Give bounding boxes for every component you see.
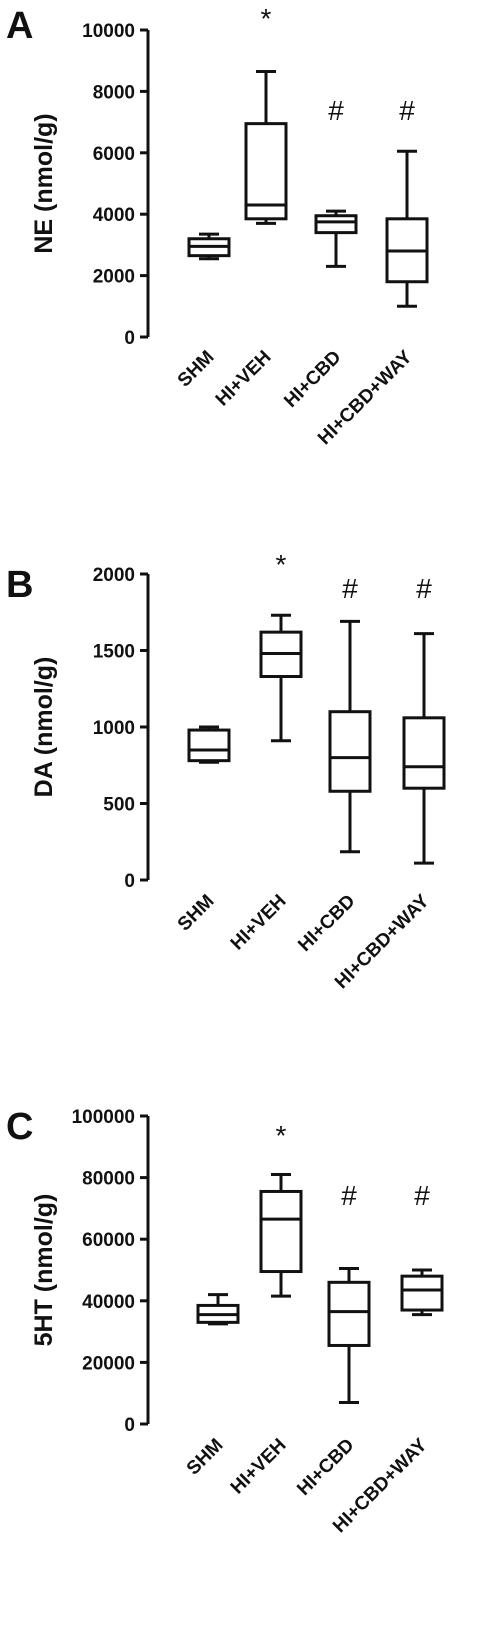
y-tick-label: 0 — [124, 871, 135, 892]
x-category-label: HI+VEH — [212, 347, 276, 411]
y-axis-label: NE (nmol/g) — [30, 113, 58, 253]
box-hi-veh: * — [259, 1120, 303, 1298]
panel-letter: C — [6, 1106, 33, 1148]
box-hi-cbd: # — [327, 1180, 371, 1404]
significance-mark: # — [414, 1180, 430, 1211]
box-shm — [196, 1293, 240, 1326]
panel-letter: B — [6, 564, 33, 606]
x-category-label: HI+CBD — [280, 347, 345, 412]
y-tick-label: 80000 — [82, 1169, 135, 1190]
y-tick-label: 10000 — [82, 21, 135, 42]
box-hi-cbd: # — [314, 95, 358, 268]
box-iqr — [314, 214, 358, 235]
significance-mark: # — [328, 95, 344, 126]
panel-A: A 0 2000 4000 6000 8000 10000 NE (nmol/g) SHM * HI… — [6, 3, 429, 449]
y-tick-label: 6000 — [93, 144, 135, 165]
box-iqr — [327, 1280, 371, 1347]
box-hi-veh: * — [244, 3, 288, 225]
box-shm — [187, 725, 231, 764]
box-hi-veh: * — [259, 549, 303, 743]
y-axis-label: 5HT (nmol/g) — [30, 1194, 58, 1347]
box-iqr — [328, 710, 372, 793]
box-hi-cbd: # — [328, 573, 372, 854]
panel-B: B 0 500 1000 1500 2000 DA (nmol/g) SHM * HI+VEH # H… — [6, 549, 446, 993]
significance-mark: # — [342, 573, 358, 604]
x-category-label: HI+CBD — [293, 1435, 358, 1500]
x-category-label: SHM — [183, 1435, 228, 1480]
box-hi-cbd-way: # — [385, 95, 429, 308]
significance-mark: # — [399, 95, 415, 126]
box-iqr — [187, 728, 231, 763]
significance-mark: # — [341, 1180, 357, 1211]
y-tick-label: 1000 — [93, 718, 135, 739]
y-tick-label: 0 — [124, 328, 135, 349]
box-iqr — [402, 716, 446, 790]
y-tick-label: 60000 — [82, 1230, 135, 1251]
x-category-label: SHM — [174, 891, 219, 936]
y-tick-label: 0 — [124, 1415, 135, 1436]
box-hi-cbd-way: # — [402, 573, 446, 865]
box-iqr — [259, 1189, 303, 1274]
x-category-label: HI+CBD — [294, 891, 359, 956]
box-iqr — [400, 1274, 444, 1312]
box-hi-cbd-way: # — [400, 1180, 444, 1317]
y-tick-label: 1500 — [93, 642, 135, 663]
significance-mark: # — [416, 573, 432, 604]
y-tick-label: 40000 — [82, 1292, 135, 1313]
y-tick-label: 20000 — [82, 1353, 135, 1374]
y-axis-label: DA (nmol/g) — [30, 657, 58, 798]
box-iqr — [244, 122, 288, 221]
panel-letter: A — [6, 5, 33, 47]
x-category-label: SHM — [174, 347, 219, 392]
y-tick-label: 8000 — [93, 82, 135, 103]
significance-mark: * — [276, 1120, 287, 1151]
y-tick-label: 4000 — [93, 205, 135, 226]
y-tick-label: 500 — [103, 795, 135, 816]
x-category-label: HI+VEH — [227, 891, 291, 955]
y-tick-label: 2000 — [93, 565, 135, 586]
y-tick-label: 100000 — [72, 1107, 135, 1128]
y-tick-label: 2000 — [93, 267, 135, 288]
significance-mark: * — [261, 3, 272, 34]
box-shm — [187, 232, 231, 261]
panel-C: C 0 20000 40000 60000 80000 100000 5HT (nmol/g)… — [6, 1106, 444, 1537]
x-category-label: HI+VEH — [227, 1435, 291, 1499]
significance-mark: * — [276, 549, 287, 580]
